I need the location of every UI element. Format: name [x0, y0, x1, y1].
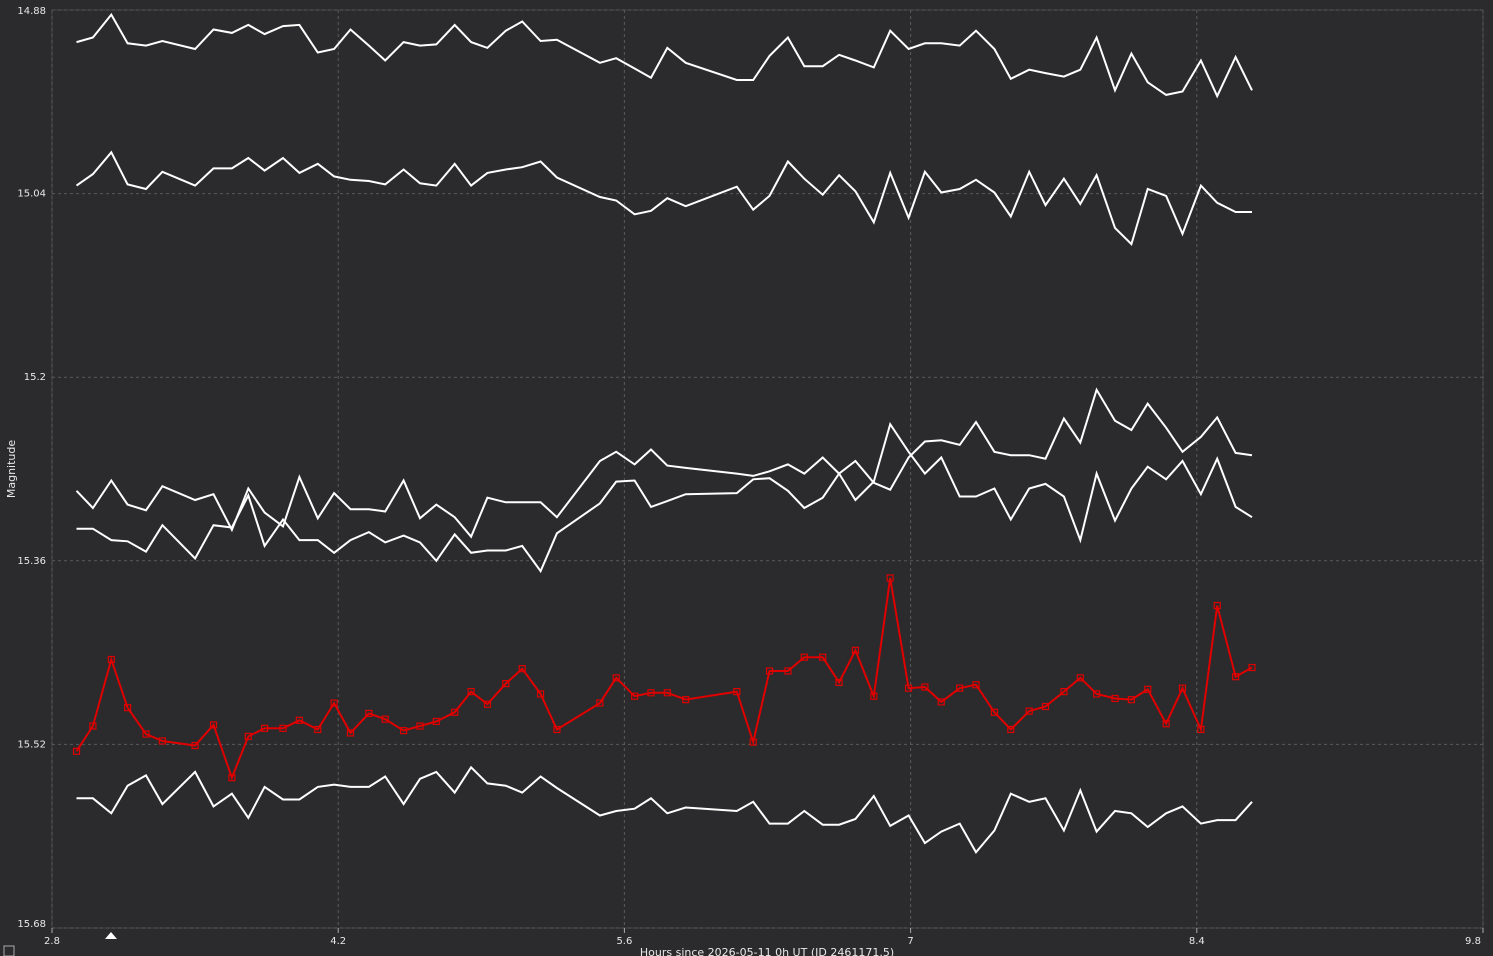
y-tick-label: 15.2	[24, 372, 46, 383]
data-point	[400, 727, 408, 735]
data-point	[1041, 702, 1050, 711]
series-line	[75, 421, 1253, 544]
x-tick-label: 5.6	[616, 936, 632, 947]
data-point	[381, 715, 389, 723]
data-point	[1144, 685, 1152, 693]
data-point	[191, 741, 199, 750]
data-point	[819, 653, 827, 661]
data-point	[72, 747, 81, 755]
data-point	[1197, 725, 1205, 734]
data-point	[553, 725, 561, 734]
data-point	[451, 708, 459, 716]
y-tick-label: 15.52	[17, 739, 46, 750]
data-point	[682, 696, 690, 704]
data-point	[886, 574, 894, 582]
series-line	[75, 577, 1253, 781]
data-point	[835, 678, 843, 687]
data-point	[749, 738, 757, 746]
series-line	[75, 150, 1252, 246]
data-point	[663, 689, 671, 697]
data-point	[1025, 707, 1033, 715]
data-point	[1248, 663, 1256, 672]
x-tick-label: 8.4	[1189, 936, 1205, 947]
data-point	[1178, 684, 1187, 692]
data-point	[346, 729, 355, 737]
data-point	[1076, 674, 1084, 682]
y-tick-label: 14.88	[17, 6, 46, 17]
data-point	[244, 732, 252, 740]
y-tick-label: 15.04	[17, 189, 46, 200]
data-point	[990, 708, 999, 716]
data-point	[124, 704, 132, 712]
data-point	[416, 722, 424, 730]
data-point	[295, 716, 303, 724]
data-point	[536, 690, 545, 698]
data-point	[1213, 601, 1221, 610]
data-point	[733, 688, 741, 696]
data-point	[800, 653, 808, 661]
data-point	[1007, 725, 1015, 734]
data-point	[765, 667, 774, 675]
x-axis-label: Hours since 2026-05-11 0h UT (JD 2461171…	[640, 946, 894, 956]
data-point	[956, 684, 964, 692]
data-point	[1232, 673, 1240, 681]
data-point	[1111, 694, 1119, 703]
series-line	[76, 765, 1253, 855]
data-point	[261, 724, 269, 732]
x-tick-label: 2.8	[44, 936, 60, 947]
data-point	[314, 725, 322, 734]
data-point	[432, 717, 440, 726]
series-line	[76, 387, 1253, 574]
y-axis-label: Magnitude	[5, 440, 18, 499]
data-point	[937, 698, 945, 706]
data-point	[904, 684, 913, 692]
data-point	[851, 646, 860, 654]
y-tick-label: 15.68	[17, 919, 46, 930]
x-tick-label: 4.2	[330, 936, 346, 947]
y-tick-label: 15.36	[17, 556, 46, 567]
data-point	[972, 681, 980, 689]
data-point	[107, 655, 115, 664]
data-point	[158, 737, 166, 745]
corner-icon	[3, 945, 15, 956]
data-point	[784, 667, 792, 675]
data-point	[209, 721, 218, 729]
data-point	[1162, 720, 1170, 728]
data-point	[1127, 696, 1135, 704]
data-point	[518, 665, 526, 673]
data-point	[483, 700, 492, 708]
data-point	[870, 692, 878, 700]
time-marker	[105, 932, 117, 939]
x-tick-label: 7	[907, 936, 913, 947]
data-point	[89, 722, 97, 730]
data-point	[612, 674, 620, 682]
data-point	[365, 709, 373, 718]
series-line	[76, 12, 1253, 99]
data-point	[1060, 688, 1068, 696]
data-point	[596, 699, 604, 707]
data-point	[1093, 690, 1101, 698]
data-point	[142, 730, 150, 738]
data-point	[921, 683, 929, 691]
data-point	[631, 692, 639, 700]
data-point	[279, 724, 287, 732]
data-point	[467, 688, 475, 696]
data-point	[502, 679, 510, 688]
data-point	[647, 689, 655, 697]
x-tick-label: 9.8	[1465, 936, 1481, 947]
data-point	[330, 699, 338, 707]
data-point	[228, 774, 236, 782]
